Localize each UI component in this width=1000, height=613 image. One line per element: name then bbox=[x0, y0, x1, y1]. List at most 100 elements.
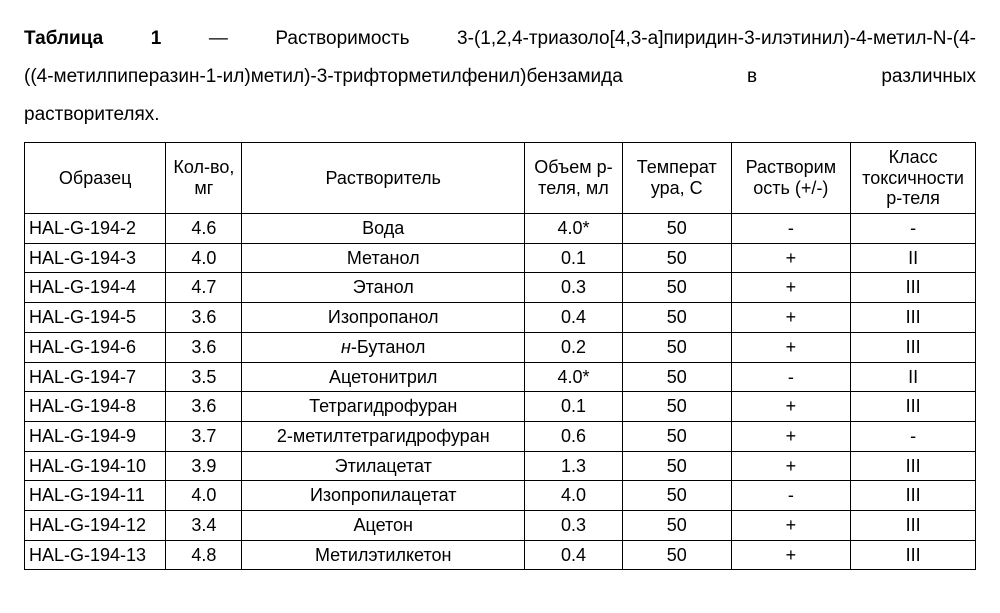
table-row: HAL-G-194-34.0Метанол0.150+II bbox=[25, 243, 976, 273]
table-cell: 2-метилтетрагидрофуран bbox=[242, 421, 525, 451]
table-cell: Изопропанол bbox=[242, 303, 525, 333]
table-row: HAL-G-194-63.6н-Бутанол0.250+III bbox=[25, 332, 976, 362]
table-cell: 0.4 bbox=[525, 540, 623, 570]
table-cell: HAL-G-194-13 bbox=[25, 540, 166, 570]
table-cell: III bbox=[851, 451, 976, 481]
table-cell: 4.6 bbox=[166, 214, 242, 244]
table-cell: 4.0* bbox=[525, 362, 623, 392]
table-cell: 50 bbox=[622, 451, 731, 481]
table-cell: - bbox=[851, 421, 976, 451]
table-cell: III bbox=[851, 303, 976, 333]
table-cell: II bbox=[851, 362, 976, 392]
col-header: Образец bbox=[25, 143, 166, 214]
table-cell: + bbox=[731, 451, 851, 481]
table-cell: + bbox=[731, 421, 851, 451]
table-cell: + bbox=[731, 332, 851, 362]
table-cell: + bbox=[731, 243, 851, 273]
table-cell: HAL-G-194-6 bbox=[25, 332, 166, 362]
table-cell: Метилэтилкетон bbox=[242, 540, 525, 570]
table-cell: - bbox=[731, 481, 851, 511]
col-header: Растворим ость (+/-) bbox=[731, 143, 851, 214]
table-cell: 50 bbox=[622, 362, 731, 392]
table-cell: III bbox=[851, 540, 976, 570]
table-cell: HAL-G-194-5 bbox=[25, 303, 166, 333]
table-cell: HAL-G-194-10 bbox=[25, 451, 166, 481]
col-header: Класс токсичности р-теля bbox=[851, 143, 976, 214]
table-row: HAL-G-194-134.8Метилэтилкетон0.450+III bbox=[25, 540, 976, 570]
caption-label: Таблица 1 bbox=[24, 28, 161, 49]
table-row: HAL-G-194-103.9Этилацетат1.350+III bbox=[25, 451, 976, 481]
table-cell: 0.4 bbox=[525, 303, 623, 333]
table-cell: HAL-G-194-4 bbox=[25, 273, 166, 303]
table-cell: III bbox=[851, 481, 976, 511]
table-cell: - bbox=[851, 214, 976, 244]
table-cell: + bbox=[731, 303, 851, 333]
table-cell: 50 bbox=[622, 421, 731, 451]
table-cell: 50 bbox=[622, 303, 731, 333]
table-cell: HAL-G-194-3 bbox=[25, 243, 166, 273]
caption-line2: ((4-метилпиперазин-1-ил)метил)-3-трифтор… bbox=[24, 66, 976, 87]
table-cell: 0.1 bbox=[525, 392, 623, 422]
table-cell: + bbox=[731, 540, 851, 570]
caption-line3: растворителях. bbox=[24, 96, 976, 134]
table-cell: + bbox=[731, 392, 851, 422]
table-cell: 50 bbox=[622, 214, 731, 244]
table-caption: Таблица 1 — Растворимость 3-(1,2,4-триаз… bbox=[24, 20, 976, 134]
table-cell: 4.0 bbox=[166, 481, 242, 511]
table-cell: 0.2 bbox=[525, 332, 623, 362]
table-cell: 50 bbox=[622, 540, 731, 570]
table-cell: Тетрагидрофуран bbox=[242, 392, 525, 422]
table-cell: 50 bbox=[622, 392, 731, 422]
table-cell: 50 bbox=[622, 273, 731, 303]
table-cell: 3.6 bbox=[166, 332, 242, 362]
table-cell: + bbox=[731, 273, 851, 303]
table-row: HAL-G-194-53.6Изопропанол0.450+III bbox=[25, 303, 976, 333]
table-cell: 4.0 bbox=[525, 481, 623, 511]
table-cell: HAL-G-194-12 bbox=[25, 510, 166, 540]
table-cell: 50 bbox=[622, 243, 731, 273]
table-cell: 4.8 bbox=[166, 540, 242, 570]
table-cell: III bbox=[851, 332, 976, 362]
table-cell: Этанол bbox=[242, 273, 525, 303]
table-header-row: Образец Кол-во, мг Растворитель Объем р-… bbox=[25, 143, 976, 214]
col-header: Растворитель bbox=[242, 143, 525, 214]
table-cell: 3.4 bbox=[166, 510, 242, 540]
table-row: HAL-G-194-73.5Ацетонитрил4.0*50-II bbox=[25, 362, 976, 392]
table-cell: III bbox=[851, 510, 976, 540]
table-cell: HAL-G-194-7 bbox=[25, 362, 166, 392]
table-cell: 3.6 bbox=[166, 303, 242, 333]
table-cell: HAL-G-194-9 bbox=[25, 421, 166, 451]
table-body: HAL-G-194-24.6Вода4.0*50--HAL-G-194-34.0… bbox=[25, 214, 976, 570]
table-row: HAL-G-194-44.7Этанол0.350+III bbox=[25, 273, 976, 303]
table-cell: Этилацетат bbox=[242, 451, 525, 481]
table-row: HAL-G-194-93.72-метилтетрагидрофуран0.65… bbox=[25, 421, 976, 451]
table-cell: 50 bbox=[622, 332, 731, 362]
table-cell: 0.3 bbox=[525, 510, 623, 540]
table-cell: 50 bbox=[622, 510, 731, 540]
table-cell: 3.9 bbox=[166, 451, 242, 481]
caption-line1: Растворимость 3-(1,2,4-триазоло[4,3-а]пи… bbox=[275, 28, 976, 49]
table-cell: Вода bbox=[242, 214, 525, 244]
table-row: HAL-G-194-83.6Тетрагидрофуран0.150+III bbox=[25, 392, 976, 422]
table-cell: 4.0 bbox=[166, 243, 242, 273]
table-cell: III bbox=[851, 273, 976, 303]
table-cell: 50 bbox=[622, 481, 731, 511]
table-cell: 3.6 bbox=[166, 392, 242, 422]
table-cell: 0.3 bbox=[525, 273, 623, 303]
table-cell: 0.6 bbox=[525, 421, 623, 451]
solubility-table: Образец Кол-во, мг Растворитель Объем р-… bbox=[24, 142, 976, 570]
table-cell: III bbox=[851, 392, 976, 422]
table-cell: Ацетонитрил bbox=[242, 362, 525, 392]
table-cell: 3.5 bbox=[166, 362, 242, 392]
col-header: Кол-во, мг bbox=[166, 143, 242, 214]
col-header: Температ ура, С bbox=[622, 143, 731, 214]
caption-dash: — bbox=[161, 28, 275, 49]
table-cell: 1.3 bbox=[525, 451, 623, 481]
table-row: HAL-G-194-24.6Вода4.0*50-- bbox=[25, 214, 976, 244]
table-cell: - bbox=[731, 362, 851, 392]
table-cell: - bbox=[731, 214, 851, 244]
table-cell: Ацетон bbox=[242, 510, 525, 540]
table-row: HAL-G-194-114.0Изопропилацетат4.050-III bbox=[25, 481, 976, 511]
table-cell: 3.7 bbox=[166, 421, 242, 451]
table-cell: 4.0* bbox=[525, 214, 623, 244]
